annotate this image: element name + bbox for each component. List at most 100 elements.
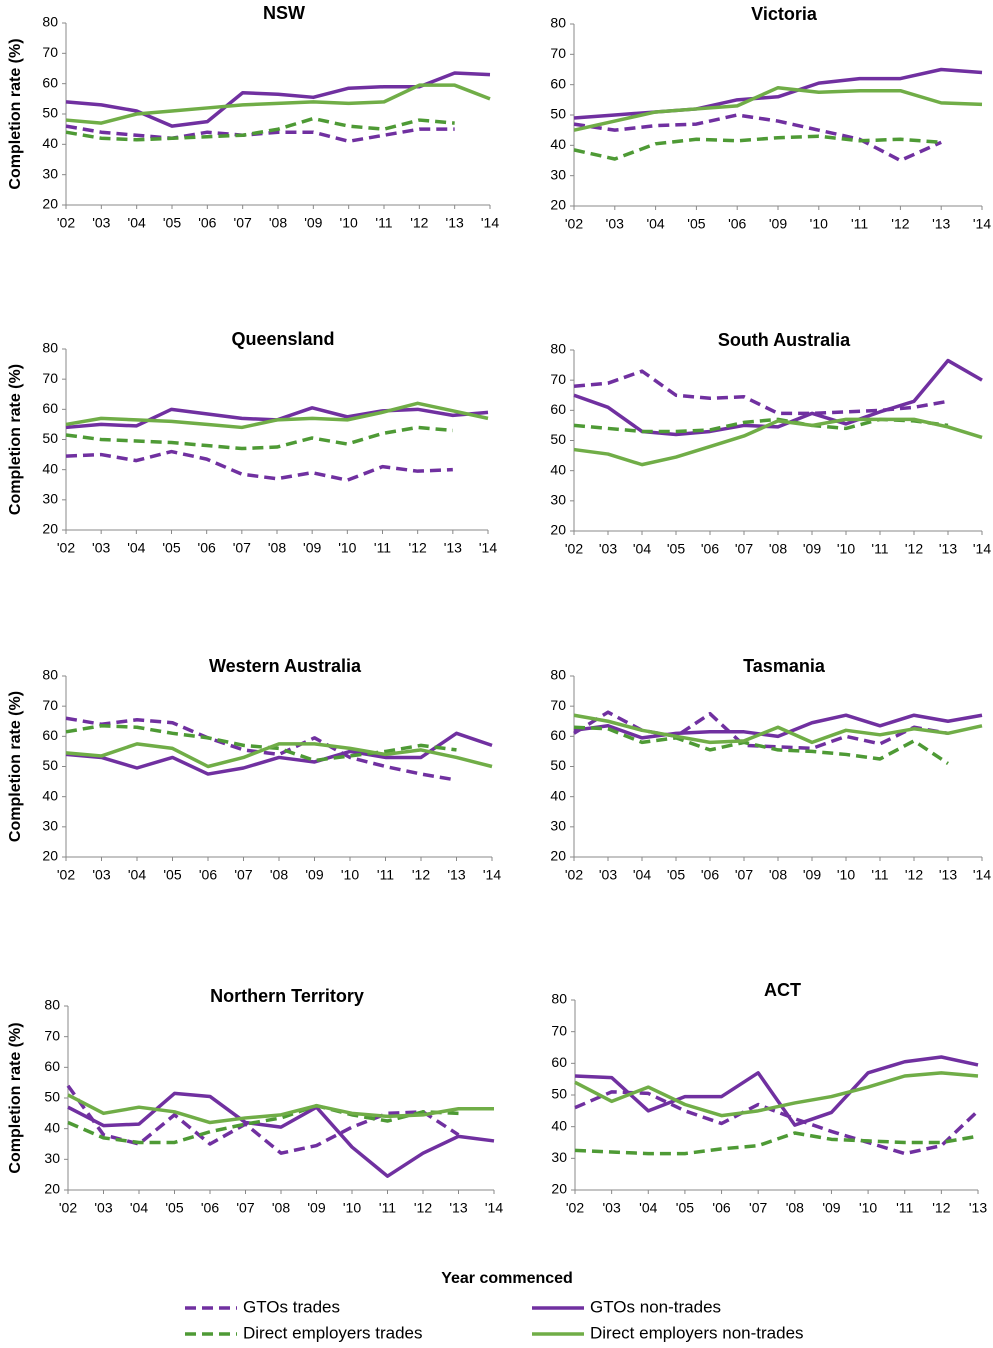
chart-title: Queensland bbox=[231, 329, 334, 349]
x-tick-label: '06 bbox=[199, 867, 217, 883]
chart-title: ACT bbox=[764, 980, 801, 1000]
y-tick-label: 80 bbox=[551, 991, 567, 1007]
y-tick-label: 50 bbox=[42, 757, 58, 773]
y-tick-label: 70 bbox=[550, 45, 566, 61]
y-tick-label: 50 bbox=[550, 757, 566, 773]
x-tick-label: '11 bbox=[379, 1200, 396, 1216]
x-tick-label: '07 bbox=[233, 540, 251, 556]
x-tick-label: '14 bbox=[973, 541, 991, 557]
legend-label: GTOs trades bbox=[243, 1297, 340, 1316]
chart-title: Tasmania bbox=[743, 656, 826, 676]
series-line bbox=[67, 1103, 459, 1145]
x-tick-label: '09 bbox=[822, 1200, 840, 1216]
x-tick-label: '05 bbox=[687, 216, 705, 232]
y-tick-label: 40 bbox=[44, 1119, 60, 1135]
x-tick-label: '10 bbox=[810, 216, 828, 232]
x-tick-label: '08 bbox=[268, 540, 286, 556]
x-tick-label: '09 bbox=[769, 216, 787, 232]
y-tick-label: 70 bbox=[551, 1022, 567, 1038]
y-tick-label: 40 bbox=[550, 136, 566, 152]
x-tick-label: '04 bbox=[128, 215, 146, 231]
x-tick-label: '03 bbox=[94, 1200, 112, 1216]
y-tick-label: 30 bbox=[42, 165, 58, 181]
series-line bbox=[65, 449, 453, 482]
x-tick-label: '10 bbox=[837, 541, 855, 557]
y-tick-label: 20 bbox=[42, 521, 58, 537]
y-tick-label: 60 bbox=[551, 1054, 567, 1070]
x-tick-label: '02 bbox=[565, 541, 583, 557]
x-tick-label: '11 bbox=[871, 541, 888, 557]
x-tick-label: '07 bbox=[735, 867, 753, 883]
x-tick-label: '04 bbox=[633, 541, 651, 557]
legend-label: Direct employers non-trades bbox=[590, 1323, 804, 1342]
x-tick-label: '07 bbox=[236, 1200, 254, 1216]
x-tick-label: '02 bbox=[566, 1200, 584, 1216]
x-tick-label: '09 bbox=[305, 867, 323, 883]
y-tick-label: 70 bbox=[42, 370, 58, 386]
x-tick-label: '05 bbox=[162, 540, 180, 556]
x-tick-label: '06 bbox=[712, 1200, 730, 1216]
x-tick-label: '02 bbox=[565, 216, 583, 232]
x-tick-label: '03 bbox=[92, 867, 110, 883]
x-tick-label: '07 bbox=[749, 1200, 767, 1216]
series-line bbox=[573, 710, 949, 751]
series-line bbox=[573, 713, 983, 740]
x-tick-label: '11 bbox=[896, 1200, 913, 1216]
x-tick-label: '06 bbox=[201, 1200, 219, 1216]
x-tick-label: '07 bbox=[234, 867, 252, 883]
series-line bbox=[573, 85, 983, 132]
x-tick-label: '03 bbox=[606, 216, 624, 232]
y-tick-label: 80 bbox=[42, 14, 58, 30]
x-tick-label: '08 bbox=[769, 867, 787, 883]
x-tick-label: '10 bbox=[859, 1200, 877, 1216]
x-tick-label: '14 bbox=[481, 215, 499, 231]
x-tick-label: '04 bbox=[646, 216, 664, 232]
y-tick-label: 20 bbox=[550, 197, 566, 213]
chart-title: Victoria bbox=[751, 4, 818, 24]
x-tick-label: '09 bbox=[307, 1200, 325, 1216]
x-tick-label: '09 bbox=[304, 215, 322, 231]
x-tick-label: '14 bbox=[483, 867, 501, 883]
chart-title: NSW bbox=[263, 3, 305, 23]
series-line bbox=[65, 724, 457, 763]
x-tick-label: '06 bbox=[198, 215, 216, 231]
x-tick-label: '05 bbox=[165, 1200, 183, 1216]
y-tick-label: 60 bbox=[42, 74, 58, 90]
x-tick-label: '12 bbox=[409, 540, 427, 556]
x-tick-label: '08 bbox=[786, 1200, 804, 1216]
y-tick-label: 80 bbox=[550, 341, 566, 357]
y-tick-label: 30 bbox=[42, 491, 58, 507]
x-tick-label: '12 bbox=[905, 867, 923, 883]
x-tick-label: '09 bbox=[303, 540, 321, 556]
y-tick-label: 40 bbox=[42, 460, 58, 476]
x-tick-label: '13 bbox=[449, 1200, 467, 1216]
y-tick-label: 70 bbox=[550, 697, 566, 713]
y-tick-label: 80 bbox=[550, 667, 566, 683]
x-tick-label: '05 bbox=[163, 215, 181, 231]
x-tick-label: '04 bbox=[130, 1200, 148, 1216]
x-tick-label: '05 bbox=[667, 541, 685, 557]
x-tick-label: '08 bbox=[272, 1200, 290, 1216]
x-tick-label: '10 bbox=[340, 215, 358, 231]
y-tick-label: 40 bbox=[42, 135, 58, 151]
y-tick-label: 30 bbox=[44, 1150, 60, 1166]
x-tick-label: '13 bbox=[939, 867, 957, 883]
y-tick-label: 70 bbox=[42, 697, 58, 713]
y-tick-label: 20 bbox=[42, 196, 58, 212]
series-line bbox=[65, 731, 493, 776]
y-tick-label: 30 bbox=[551, 1149, 567, 1165]
x-tick-label: '12 bbox=[891, 216, 909, 232]
y-tick-label: 80 bbox=[550, 15, 566, 31]
x-tick-label: '02 bbox=[57, 215, 75, 231]
x-tick-label: '09 bbox=[803, 867, 821, 883]
x-tick-label: '14 bbox=[479, 540, 497, 556]
chart-title: Western Australia bbox=[209, 656, 362, 676]
y-tick-label: 40 bbox=[551, 1117, 567, 1133]
chart-title: South Australia bbox=[718, 330, 851, 350]
series-line bbox=[65, 406, 489, 430]
x-tick-label: '04 bbox=[127, 540, 145, 556]
y-tick-label: 60 bbox=[550, 75, 566, 91]
y-tick-label: 60 bbox=[42, 727, 58, 743]
y-tick-label: 50 bbox=[551, 1086, 567, 1102]
series-line bbox=[574, 1055, 979, 1127]
